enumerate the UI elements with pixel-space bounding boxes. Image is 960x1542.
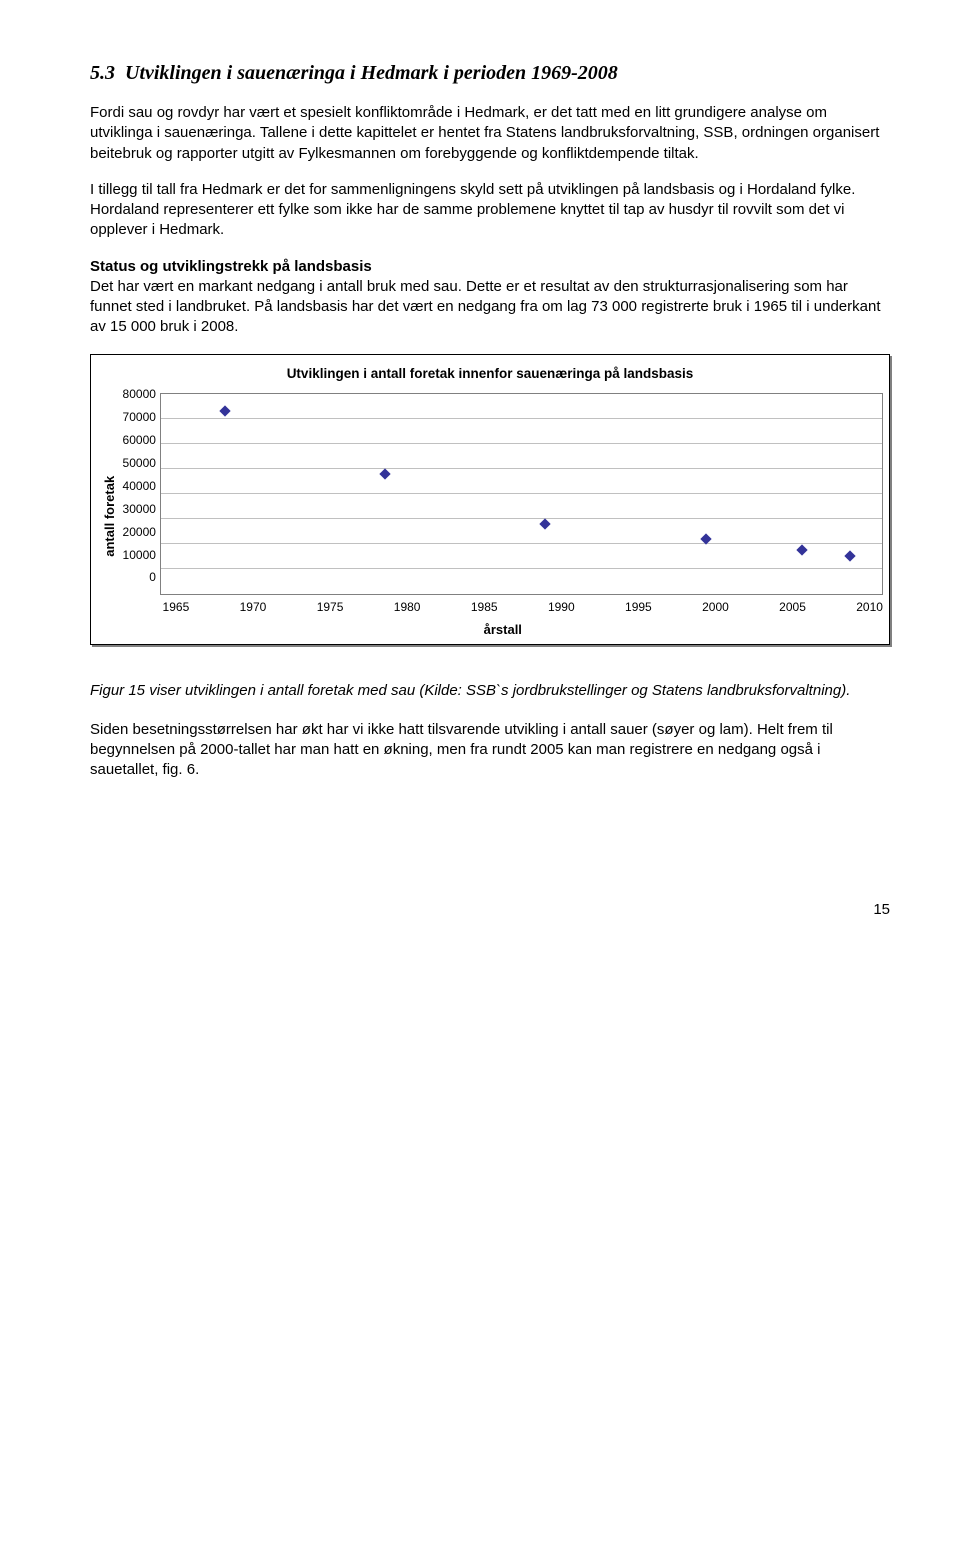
chart-gridline	[161, 543, 882, 544]
chart-xticks: 1965 1970 1975 1980 1985 1990 1995 2000 2005 2010	[163, 599, 883, 615]
paragraph-3: Det har vært en markant nedgang i antall…	[90, 278, 880, 336]
chart-marker	[844, 551, 855, 562]
chart-container: Utviklingen i antall foretak innenfor sa…	[90, 354, 890, 646]
chart-xlabel: årstall	[123, 621, 883, 639]
chart-gridline	[161, 568, 882, 569]
chart-marker	[380, 468, 391, 479]
chart-marker	[796, 544, 807, 555]
chart-xtick: 1985	[471, 599, 498, 615]
page-number: 15	[90, 900, 890, 920]
section-title-text: Utviklingen i sauenæringa i Hedmark i pe…	[125, 62, 618, 84]
chart-ytick: 60000	[123, 432, 156, 448]
chart-xtick: 1970	[240, 599, 267, 615]
chart-ytick: 40000	[123, 478, 156, 494]
chart-ytick: 10000	[123, 547, 156, 563]
figure-caption: Figur 15 viser utviklingen i antall fore…	[90, 681, 890, 701]
chart-gridline	[161, 468, 882, 469]
chart-gridline	[161, 418, 882, 419]
chart-xtick: 2010	[856, 599, 883, 615]
chart-xtick: 2005	[779, 599, 806, 615]
paragraph-4: Siden besetningsstørrelsen har økt har v…	[90, 720, 890, 781]
chart-ytick: 80000	[123, 386, 156, 402]
section-number: 5.3	[90, 62, 115, 84]
chart-gridline	[161, 493, 882, 494]
chart-xtick: 1965	[163, 599, 190, 615]
chart-gridline	[161, 518, 882, 519]
subheading: Status og utviklingstrekk på landsbasis	[90, 258, 372, 275]
chart-xtick: 1995	[625, 599, 652, 615]
chart-gridline	[161, 443, 882, 444]
chart-ytick: 50000	[123, 455, 156, 471]
chart-ytick: 30000	[123, 501, 156, 517]
chart-marker	[540, 518, 551, 529]
chart-xtick: 1990	[548, 599, 575, 615]
section-heading: 5.3 Utviklingen i sauenæringa i Hedmark …	[90, 60, 890, 87]
chart-marker	[219, 406, 230, 417]
chart-ylabel: antall foretak	[97, 393, 123, 639]
chart-xtick: 2000	[702, 599, 729, 615]
chart-plot-area	[160, 393, 883, 595]
chart-yticks: 80000 70000 60000 50000 40000 30000 20000 10000…	[123, 386, 160, 586]
chart-xtick: 1975	[317, 599, 344, 615]
paragraph-2: I tillegg til tall fra Hedmark er det fo…	[90, 180, 890, 241]
paragraph-1: Fordi sau og rovdyr har vært et spesielt…	[90, 103, 890, 164]
chart-xtick: 1980	[394, 599, 421, 615]
chart-ytick: 0	[149, 569, 156, 585]
chart-ytick: 20000	[123, 524, 156, 540]
status-block: Status og utviklingstrekk på landsbasis …	[90, 257, 890, 338]
chart-title: Utviklingen i antall foretak innenfor sa…	[97, 365, 883, 383]
chart-ytick: 70000	[123, 409, 156, 425]
